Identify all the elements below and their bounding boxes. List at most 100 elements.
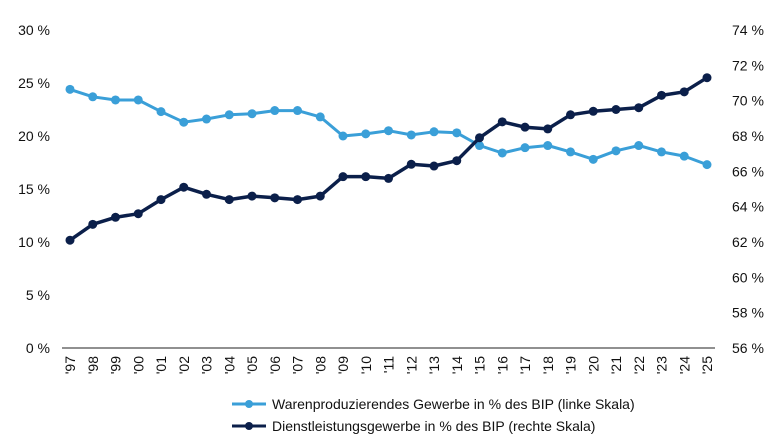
data-point xyxy=(634,103,644,113)
data-point xyxy=(88,219,98,229)
data-point xyxy=(384,126,393,136)
data-point xyxy=(679,151,689,161)
data-point xyxy=(133,95,143,105)
x-tick-label: '16 xyxy=(494,356,510,374)
left-axis-ticks: 0 % 5 % 10 % 15 % 20 % 25 % 30 % xyxy=(18,22,50,356)
legend-swatch-marker xyxy=(245,422,253,430)
left-tick-label: 5 % xyxy=(26,287,50,303)
x-tick-label: '00 xyxy=(130,356,146,374)
data-point xyxy=(657,90,666,100)
data-point xyxy=(702,160,712,170)
x-tick-label: '08 xyxy=(312,356,328,374)
data-point xyxy=(406,159,416,169)
series-layer xyxy=(65,73,712,245)
data-point xyxy=(657,147,666,157)
data-point xyxy=(475,133,484,143)
data-point xyxy=(224,195,234,205)
data-point xyxy=(611,105,621,114)
data-point xyxy=(566,147,575,157)
x-tick-label: '06 xyxy=(267,356,283,374)
legend-label: Warenproduzierendes Gewerbe in % des BIP… xyxy=(272,396,635,412)
legend-swatch-marker xyxy=(245,400,253,408)
x-tick-label: '11 xyxy=(381,356,397,373)
data-point xyxy=(88,92,98,102)
data-point xyxy=(293,195,302,205)
data-point xyxy=(338,131,348,141)
data-point xyxy=(452,128,462,138)
x-tick-label: '03 xyxy=(199,356,215,374)
data-point xyxy=(247,109,257,119)
data-point xyxy=(679,87,689,97)
data-point xyxy=(202,189,211,199)
left-tick-label: 25 % xyxy=(18,75,50,91)
data-point xyxy=(361,129,371,139)
data-point xyxy=(588,106,598,116)
right-tick-label: 68 % xyxy=(732,128,764,144)
x-tick-label: '25 xyxy=(699,356,715,374)
x-tick-label: '21 xyxy=(608,356,624,374)
x-tick-label: '22 xyxy=(631,356,647,374)
left-tick-label: 0 % xyxy=(26,340,50,356)
x-tick-label: '20 xyxy=(585,356,601,374)
x-tick-label: '97 xyxy=(62,356,78,374)
data-point xyxy=(566,110,575,120)
x-tick-label: '07 xyxy=(290,356,306,374)
data-point xyxy=(611,146,621,156)
series-line xyxy=(68,75,709,242)
data-point xyxy=(543,124,553,134)
data-point xyxy=(520,143,530,153)
data-point xyxy=(179,117,189,127)
data-point xyxy=(270,193,280,203)
x-tick-label: '10 xyxy=(358,356,374,374)
x-tick-label: '05 xyxy=(244,356,260,374)
data-point xyxy=(270,106,280,116)
data-point xyxy=(111,95,120,105)
data-point xyxy=(361,172,371,182)
x-tick-label: '15 xyxy=(472,356,488,374)
x-tick-label: '14 xyxy=(449,356,465,374)
x-tick-label: '24 xyxy=(676,356,692,374)
data-point xyxy=(384,173,393,183)
right-axis-ticks: 56 % 58 % 60 % 62 % 64 % 66 % 68 % 70 % 72 % 74 % xyxy=(732,22,764,356)
left-tick-label: 20 % xyxy=(18,128,50,144)
right-tick-label: 70 % xyxy=(732,93,764,109)
data-point xyxy=(133,209,143,219)
right-tick-label: 72 % xyxy=(732,57,764,73)
x-tick-label: '02 xyxy=(176,356,192,374)
right-tick-label: 74 % xyxy=(732,22,764,38)
right-tick-label: 64 % xyxy=(732,199,764,215)
data-point xyxy=(497,148,507,158)
data-point xyxy=(543,141,553,151)
data-point xyxy=(497,117,507,127)
x-tick-label: '12 xyxy=(403,356,419,374)
data-point xyxy=(202,114,211,124)
x-tick-label: '19 xyxy=(563,356,579,374)
data-point xyxy=(65,235,75,245)
series-2 xyxy=(65,73,712,245)
data-point xyxy=(588,154,598,164)
x-tick-label: '98 xyxy=(85,356,101,374)
data-point xyxy=(179,182,189,192)
data-point xyxy=(452,156,462,166)
left-tick-label: 10 % xyxy=(18,234,50,250)
data-point xyxy=(65,84,75,94)
legend: Warenproduzierendes Gewerbe in % des BIP… xyxy=(232,396,635,434)
data-point xyxy=(338,172,348,182)
right-tick-label: 56 % xyxy=(732,340,764,356)
x-tick-label: '23 xyxy=(654,356,670,374)
x-tick-label: '17 xyxy=(517,356,533,374)
data-point xyxy=(224,110,234,120)
data-point xyxy=(429,161,439,171)
data-point xyxy=(702,73,712,83)
left-tick-label: 15 % xyxy=(18,181,50,197)
right-tick-label: 58 % xyxy=(732,305,764,321)
legend-label: Dienstleistungsgewerbe in % des BIP (rec… xyxy=(272,418,595,434)
x-tick-label: '99 xyxy=(108,356,124,374)
x-tick-label: '18 xyxy=(540,356,556,374)
right-tick-label: 66 % xyxy=(732,163,764,179)
x-axis-ticks: '97 '98 '99 '00 '01 '02 '03 '04 '05 '06 '07 '08 '09 '… xyxy=(62,356,715,374)
x-tick-label: '13 xyxy=(426,356,442,374)
series-1 xyxy=(65,84,712,170)
data-point xyxy=(156,195,166,205)
